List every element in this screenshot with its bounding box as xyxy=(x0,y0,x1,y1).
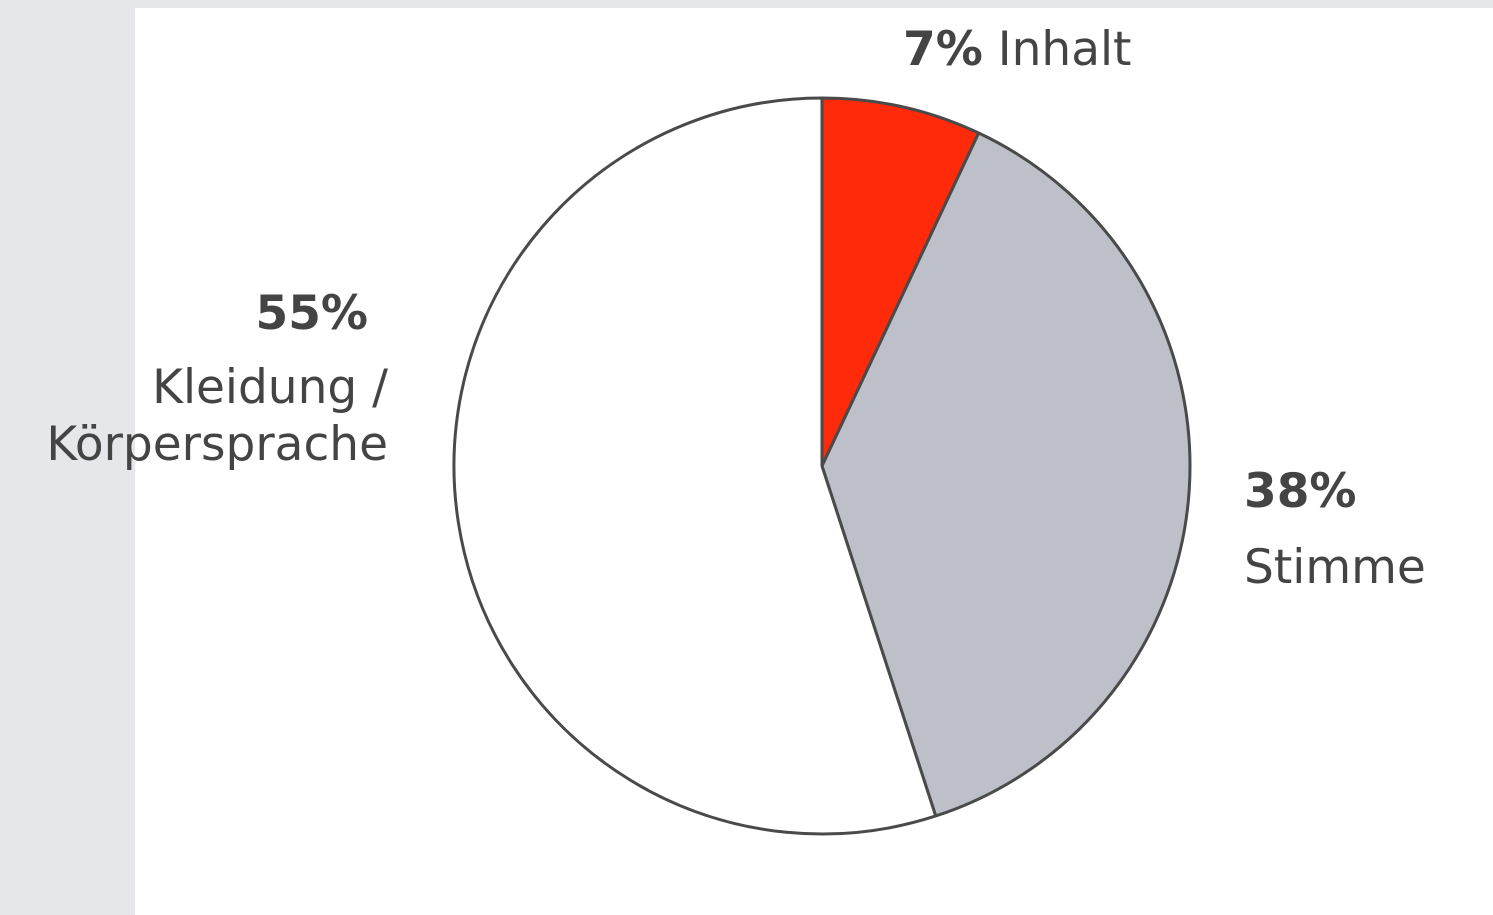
slice-label-kleidung-koerpersprache: 55% Kleidung / Körpersprache xyxy=(46,286,388,473)
slice-percent-kleidung-koerpersprache: 55% xyxy=(255,286,369,341)
slice-label-stimme: 38% Stimme xyxy=(1244,464,1426,597)
slice-percent-inhalt: 7% xyxy=(903,22,983,77)
pie-slice-kleidung-koerpersprache xyxy=(452,96,938,836)
slice-name-line-2: Körpersprache xyxy=(46,416,388,472)
slice-label-inhalt: 7% Inhalt xyxy=(903,22,1131,78)
slice-name-kleidung-koerpersprache: Kleidung / Körpersprache xyxy=(46,360,388,473)
left-sidebar-band xyxy=(0,0,135,915)
slice-name-stimme: Stimme xyxy=(1244,540,1426,596)
pie-slice-stimme xyxy=(820,131,1192,818)
slice-name-line-1: Kleidung / xyxy=(152,360,388,416)
slice-name-inhalt: Inhalt xyxy=(997,22,1132,77)
slice-percent-stimme: 38% xyxy=(1244,464,1357,519)
pie-slice-inhalt xyxy=(820,96,981,468)
pie-slices xyxy=(452,96,1192,836)
